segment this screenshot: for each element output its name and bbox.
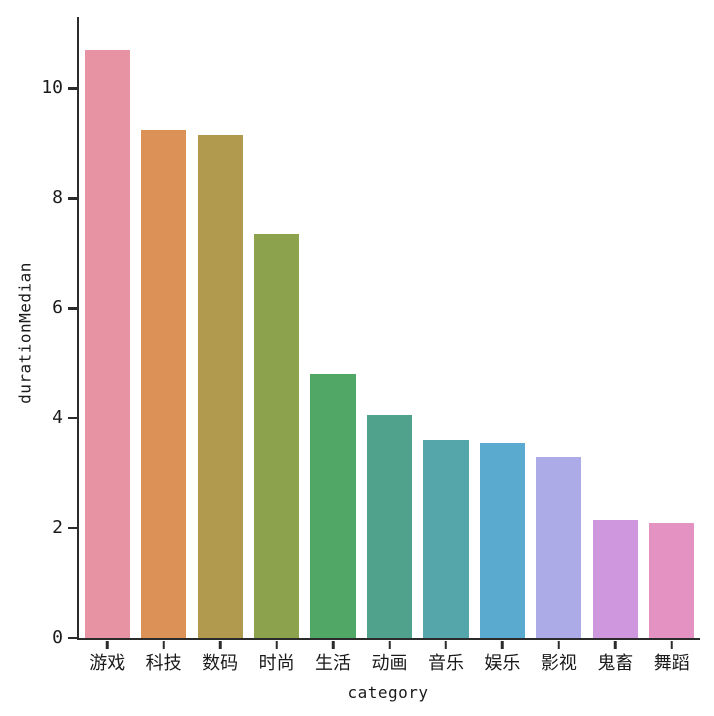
bar-影视 [536,456,582,638]
x-tick-label-游戏: 游戏 [89,653,126,674]
y-axis-label: durationMedian [15,262,35,404]
x-tick-label-科技: 科技 [145,653,182,674]
y-tick-label: 8 [52,187,63,209]
x-tick-label-生活: 生活 [315,653,352,674]
x-tick-label-动画: 动画 [371,653,408,674]
x-tick-label-鬼畜: 鬼畜 [597,653,634,674]
x-tick-mark [557,640,561,649]
x-tick-label-舞蹈: 舞蹈 [653,653,690,674]
x-tick-label-数码: 数码 [202,653,239,674]
bar-鬼畜 [592,519,638,638]
y-tick-label: 2 [52,517,63,539]
y-tick-mark [67,197,77,200]
bar-数码 [197,135,243,638]
x-tick-mark [105,640,109,649]
bar-音乐 [423,440,469,638]
bar-科技 [141,129,187,638]
x-tick-label-娱乐: 娱乐 [484,653,521,674]
x-tick-mark [444,640,448,649]
bar-游戏 [84,49,130,638]
x-tick-mark [614,640,617,649]
x-axis-label: category [347,683,429,702]
x-tick-mark [275,640,278,649]
bar-时尚 [254,234,300,638]
x-tick-mark [388,640,391,649]
x-tick-mark [670,640,674,649]
x-tick-label-影视: 影视 [540,653,577,674]
y-tick-label: 4 [52,407,63,429]
x-tick-mark [162,640,165,649]
x-tick-mark [218,640,222,649]
x-tick-label-音乐: 音乐 [427,653,464,674]
y-tick-label: 6 [52,297,63,319]
bar-娱乐 [479,442,525,638]
y-tick-mark [67,307,77,310]
y-tick-mark [67,416,77,420]
y-tick-label: 10 [41,77,63,99]
x-tick-label-时尚: 时尚 [258,653,295,674]
bar-生活 [310,374,356,638]
y-tick-mark [67,87,77,90]
y-tick-mark [67,526,77,530]
x-tick-mark [501,640,504,649]
plot-area: 0 2 4 6 8 10 游戏 科技 数码 时尚 生活 动画 音乐 娱乐 影视 鬼畜 舞蹈 [41,17,700,674]
x-tick-mark [331,640,335,649]
y-tick-label: 0 [52,627,63,648]
bar-动画 [366,415,413,638]
y-tick-mark [67,636,77,640]
bar-舞蹈 [649,522,695,638]
